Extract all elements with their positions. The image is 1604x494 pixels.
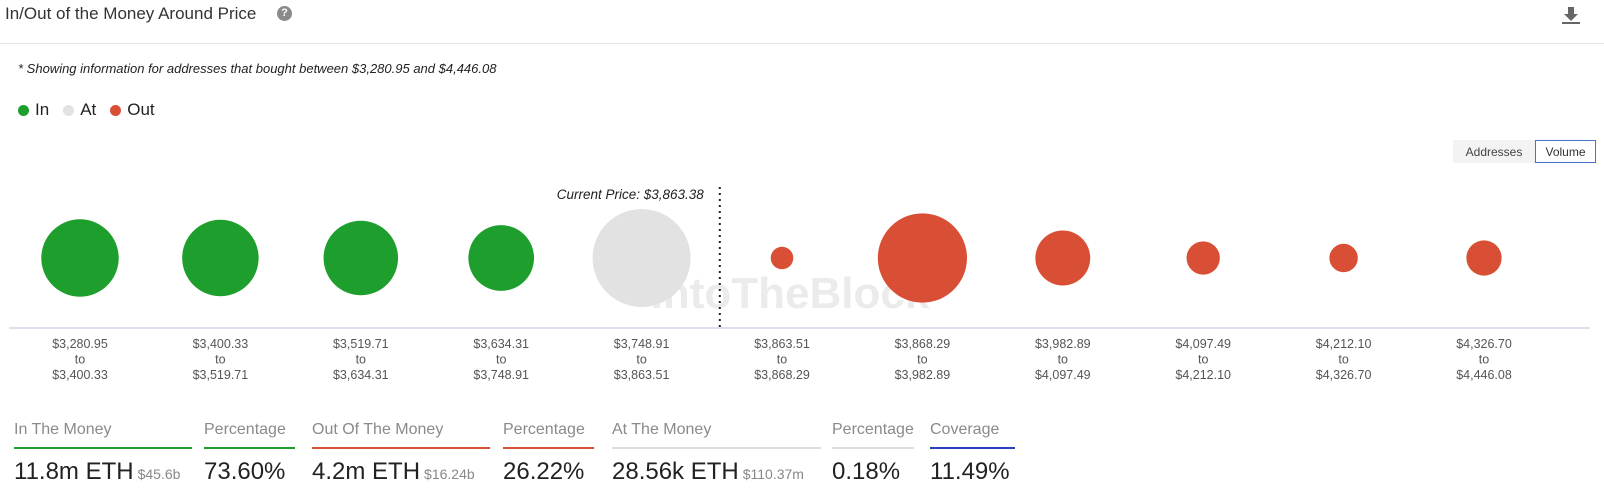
bubble-in	[41, 219, 119, 297]
metric-label: In The Money	[14, 420, 192, 449]
legend-item-out: Out	[110, 100, 155, 120]
bucket-end-label: $3,634.31	[333, 368, 389, 382]
metric-out-percentage: Percentage 26.22%	[503, 420, 594, 486]
bubble-out	[1186, 241, 1220, 275]
bucket-to-label: to	[1198, 353, 1208, 367]
question-circle-icon[interactable]: ?	[277, 6, 292, 21]
metric-label: Out Of The Money	[312, 420, 490, 449]
legend-label-at: At	[80, 100, 97, 119]
volume-toggle-button[interactable]: Volume	[1535, 140, 1596, 163]
metric-label: Coverage	[930, 420, 1015, 449]
legend-dot-in	[18, 104, 29, 116]
bucket-end-label: $4,326.70	[1316, 368, 1372, 382]
bucket-end-label: $3,863.51	[614, 368, 670, 382]
bucket-from-label: $3,982.89	[1035, 337, 1091, 351]
metric-label: Percentage	[204, 420, 295, 449]
bubble-out	[1035, 230, 1091, 286]
metric-value: 0.18%	[832, 458, 914, 486]
metric-coverage: Coverage 11.49%	[930, 420, 1015, 486]
metric-usd-value: $45.6b	[137, 466, 181, 482]
metric-value-text: 28.56k ETH	[612, 458, 739, 485]
bucket-from-label: $3,634.31	[473, 337, 529, 351]
bucket-to-label: to	[1058, 353, 1068, 367]
bubble-in	[182, 219, 259, 297]
bucket-from-label: $4,097.49	[1175, 337, 1231, 351]
bucket-to-label: to	[496, 353, 506, 367]
bubble-out	[770, 246, 794, 270]
addresses-toggle-button[interactable]: Addresses	[1453, 140, 1535, 163]
metric-value-text: 4.2m ETH	[312, 458, 421, 485]
bucket-end-label: $4,446.08	[1456, 368, 1512, 382]
legend-dot-out	[110, 104, 122, 116]
bucket-end-label: $3,400.33	[52, 368, 108, 382]
bucket-to-label: to	[356, 353, 366, 367]
legend-dot-at	[63, 104, 75, 116]
bucket-to-label: to	[215, 353, 225, 367]
metric-value: 11.8m ETH $45.6b	[14, 458, 192, 486]
download-icon[interactable]	[1561, 5, 1581, 25]
metric-value-text: 73.60%	[204, 458, 286, 485]
metric-value: 11.49%	[930, 458, 1015, 486]
bubble-out	[1466, 240, 1502, 276]
bucket-from-label: $3,400.33	[193, 337, 249, 351]
bucket-from-label: $4,326.70	[1456, 337, 1512, 351]
legend-label-out: Out	[127, 100, 155, 119]
bucket-to-label: to	[1479, 353, 1489, 367]
metric-value: 26.22%	[503, 458, 594, 486]
legend-item-at: At	[63, 100, 96, 120]
metric-in-the-money: In The Money 11.8m ETH $45.6b	[14, 420, 192, 486]
metric-label: At The Money	[612, 420, 821, 449]
metric-at-the-money: At The Money 28.56k ETH $110.37m	[612, 420, 821, 486]
metric-value: 73.60%	[204, 458, 295, 486]
bubble-out	[877, 213, 967, 303]
bucket-to-label: to	[636, 353, 646, 367]
bucket-end-label: $3,982.89	[895, 368, 951, 382]
widget-header: In/Out of the Money Around Price ?	[0, 0, 1604, 44]
metric-value: 28.56k ETH $110.37m	[612, 458, 821, 486]
bubble-out	[1329, 243, 1358, 273]
bubble-at	[592, 209, 691, 307]
bucket-from-label: $3,519.71	[333, 337, 389, 351]
bubble-in	[468, 225, 535, 291]
metric-at-percentage: Percentage 0.18%	[832, 420, 914, 486]
metric-label: Percentage	[832, 420, 914, 449]
widget-title: In/Out of the Money Around Price	[5, 4, 257, 23]
bucket-to-label: to	[777, 353, 787, 367]
bucket-end-label: $4,212.10	[1175, 368, 1231, 382]
metric-toggle: Addresses Volume	[1453, 140, 1596, 163]
legend: In At Out	[18, 100, 169, 120]
bucket-end-label: $3,519.71	[193, 368, 249, 382]
metric-usd-value: $16.24b	[424, 466, 475, 482]
bubble-in	[323, 220, 399, 296]
metric-value-text: 26.22%	[503, 458, 585, 485]
bucket-end-label: $3,748.91	[473, 368, 529, 382]
legend-item-in: In	[18, 100, 49, 120]
metric-value: 4.2m ETH $16.24b	[312, 458, 490, 486]
metric-value-text: 11.49%	[930, 458, 1010, 485]
bucket-to-label: to	[1338, 353, 1348, 367]
bucket-to-label: to	[917, 353, 927, 367]
current-price-label: Current Price: $3,863.38	[557, 187, 705, 202]
bucket-end-label: $3,868.29	[754, 368, 810, 382]
bucket-from-label: $4,212.10	[1316, 337, 1372, 351]
metric-usd-value: $110.37m	[742, 466, 804, 482]
bucket-from-label: $3,868.29	[895, 337, 951, 351]
metric-value-text: 11.8m ETH	[14, 458, 134, 485]
bucket-to-label: to	[75, 353, 85, 367]
legend-label-in: In	[35, 100, 50, 119]
bubble-chart: IntoTheBlock$3,280.95to$3,400.33$3,400.3…	[9, 187, 1590, 382]
metric-value-text: 0.18%	[832, 458, 901, 485]
bucket-from-label: $3,280.95	[52, 337, 108, 351]
metric-out-of-the-money: Out Of The Money 4.2m ETH $16.24b	[312, 420, 490, 486]
summary-metrics: In The Money 11.8m ETH $45.6b Percentage 73.…	[0, 420, 1604, 494]
metric-label: Percentage	[503, 420, 594, 449]
range-note: * Showing information for addresses that…	[18, 61, 497, 76]
bucket-from-label: $3,863.51	[754, 337, 810, 351]
metric-in-percentage: Percentage 73.60%	[204, 420, 295, 486]
bucket-from-label: $3,748.91	[614, 337, 670, 351]
bucket-end-label: $4,097.49	[1035, 368, 1091, 382]
